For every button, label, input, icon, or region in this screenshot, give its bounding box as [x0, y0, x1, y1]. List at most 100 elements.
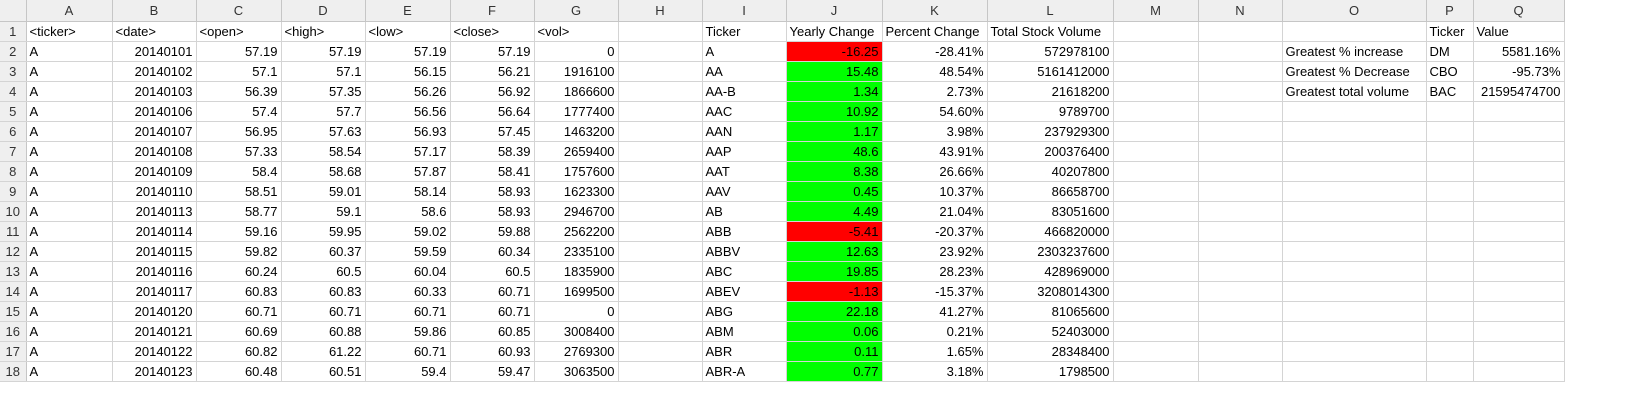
cell-i14[interactable]: ABEV [702, 281, 787, 302]
cell-p2[interactable]: DM [1426, 41, 1474, 62]
cell-o16[interactable] [1282, 321, 1427, 342]
cell-e7[interactable]: 57.17 [365, 141, 451, 162]
cell-a17[interactable]: A [26, 341, 113, 362]
cell-e11[interactable]: 59.02 [365, 221, 451, 242]
cell-k12[interactable]: 23.92% [882, 241, 988, 262]
cell-e1[interactable]: <low> [365, 21, 451, 42]
cell-j15[interactable]: 22.18 [786, 301, 883, 322]
cell-n2[interactable] [1198, 41, 1283, 62]
cell-f1[interactable]: <close> [450, 21, 535, 42]
cell-g18[interactable]: 3063500 [534, 361, 619, 382]
cell-e14[interactable]: 60.33 [365, 281, 451, 302]
cell-l11[interactable]: 466820000 [987, 221, 1114, 242]
column-header-e[interactable]: E [365, 0, 451, 22]
cell-a13[interactable]: A [26, 261, 113, 282]
cell-o11[interactable] [1282, 221, 1427, 242]
cell-q11[interactable] [1473, 221, 1565, 242]
cell-q2[interactable]: 5581.16% [1473, 41, 1565, 62]
cell-k7[interactable]: 43.91% [882, 141, 988, 162]
cell-g3[interactable]: 1916100 [534, 61, 619, 82]
cell-k3[interactable]: 48.54% [882, 61, 988, 82]
cell-b14[interactable]: 20140117 [112, 281, 197, 302]
cell-a11[interactable]: A [26, 221, 113, 242]
cell-l7[interactable]: 200376400 [987, 141, 1114, 162]
row-header[interactable]: 9 [0, 181, 27, 202]
cell-b10[interactable]: 20140113 [112, 201, 197, 222]
cell-d13[interactable]: 60.5 [281, 261, 366, 282]
cell-f6[interactable]: 57.45 [450, 121, 535, 142]
cell-c4[interactable]: 56.39 [196, 81, 282, 102]
cell-h8[interactable] [618, 161, 703, 182]
cell-j1[interactable]: Yearly Change [786, 21, 883, 42]
cell-e16[interactable]: 59.86 [365, 321, 451, 342]
cell-d10[interactable]: 59.1 [281, 201, 366, 222]
cell-f12[interactable]: 60.34 [450, 241, 535, 262]
cell-b8[interactable]: 20140109 [112, 161, 197, 182]
column-header-b[interactable]: B [112, 0, 197, 22]
cell-i13[interactable]: ABC [702, 261, 787, 282]
cell-e5[interactable]: 56.56 [365, 101, 451, 122]
column-header-g[interactable]: G [534, 0, 619, 22]
cell-i12[interactable]: ABBV [702, 241, 787, 262]
cell-g2[interactable]: 0 [534, 41, 619, 62]
cell-j17[interactable]: 0.11 [786, 341, 883, 362]
cell-k6[interactable]: 3.98% [882, 121, 988, 142]
cell-c16[interactable]: 60.69 [196, 321, 282, 342]
cell-n5[interactable] [1198, 101, 1283, 122]
cell-c9[interactable]: 58.51 [196, 181, 282, 202]
cell-o15[interactable] [1282, 301, 1427, 322]
cell-d11[interactable]: 59.95 [281, 221, 366, 242]
cell-n3[interactable] [1198, 61, 1283, 82]
cell-p8[interactable] [1426, 161, 1474, 182]
cell-l4[interactable]: 21618200 [987, 81, 1114, 102]
cell-c1[interactable]: <open> [196, 21, 282, 42]
cell-o17[interactable] [1282, 341, 1427, 362]
cell-o8[interactable] [1282, 161, 1427, 182]
column-header-h[interactable]: H [618, 0, 703, 22]
cell-q8[interactable] [1473, 161, 1565, 182]
cell-n8[interactable] [1198, 161, 1283, 182]
cell-k16[interactable]: 0.21% [882, 321, 988, 342]
cell-p1[interactable]: Ticker [1426, 21, 1474, 42]
cell-p18[interactable] [1426, 361, 1474, 382]
cell-f8[interactable]: 58.41 [450, 161, 535, 182]
cell-m6[interactable] [1113, 121, 1199, 142]
cell-n14[interactable] [1198, 281, 1283, 302]
cell-c13[interactable]: 60.24 [196, 261, 282, 282]
cell-n9[interactable] [1198, 181, 1283, 202]
cell-e18[interactable]: 59.4 [365, 361, 451, 382]
cell-l1[interactable]: Total Stock Volume [987, 21, 1114, 42]
cell-i16[interactable]: ABM [702, 321, 787, 342]
cell-q7[interactable] [1473, 141, 1565, 162]
cell-a10[interactable]: A [26, 201, 113, 222]
column-header-k[interactable]: K [882, 0, 988, 22]
cell-k1[interactable]: Percent Change [882, 21, 988, 42]
cell-j7[interactable]: 48.6 [786, 141, 883, 162]
row-header[interactable]: 8 [0, 161, 27, 182]
cell-h6[interactable] [618, 121, 703, 142]
cell-l13[interactable]: 428969000 [987, 261, 1114, 282]
cell-h14[interactable] [618, 281, 703, 302]
cell-h11[interactable] [618, 221, 703, 242]
row-header[interactable]: 7 [0, 141, 27, 162]
cell-c2[interactable]: 57.19 [196, 41, 282, 62]
cell-f13[interactable]: 60.5 [450, 261, 535, 282]
cell-h2[interactable] [618, 41, 703, 62]
column-header-d[interactable]: D [281, 0, 366, 22]
cell-g4[interactable]: 1866600 [534, 81, 619, 102]
cell-q14[interactable] [1473, 281, 1565, 302]
cell-h16[interactable] [618, 321, 703, 342]
cell-j2[interactable]: -16.25 [786, 41, 883, 62]
cell-q17[interactable] [1473, 341, 1565, 362]
cell-l18[interactable]: 1798500 [987, 361, 1114, 382]
cell-j5[interactable]: 10.92 [786, 101, 883, 122]
select-all-corner[interactable] [0, 0, 27, 22]
column-header-l[interactable]: L [987, 0, 1114, 22]
cell-g15[interactable]: 0 [534, 301, 619, 322]
cell-g13[interactable]: 1835900 [534, 261, 619, 282]
cell-m11[interactable] [1113, 221, 1199, 242]
cell-o2[interactable]: Greatest % increase [1282, 41, 1427, 62]
cell-e15[interactable]: 60.71 [365, 301, 451, 322]
cell-a5[interactable]: A [26, 101, 113, 122]
cell-h10[interactable] [618, 201, 703, 222]
